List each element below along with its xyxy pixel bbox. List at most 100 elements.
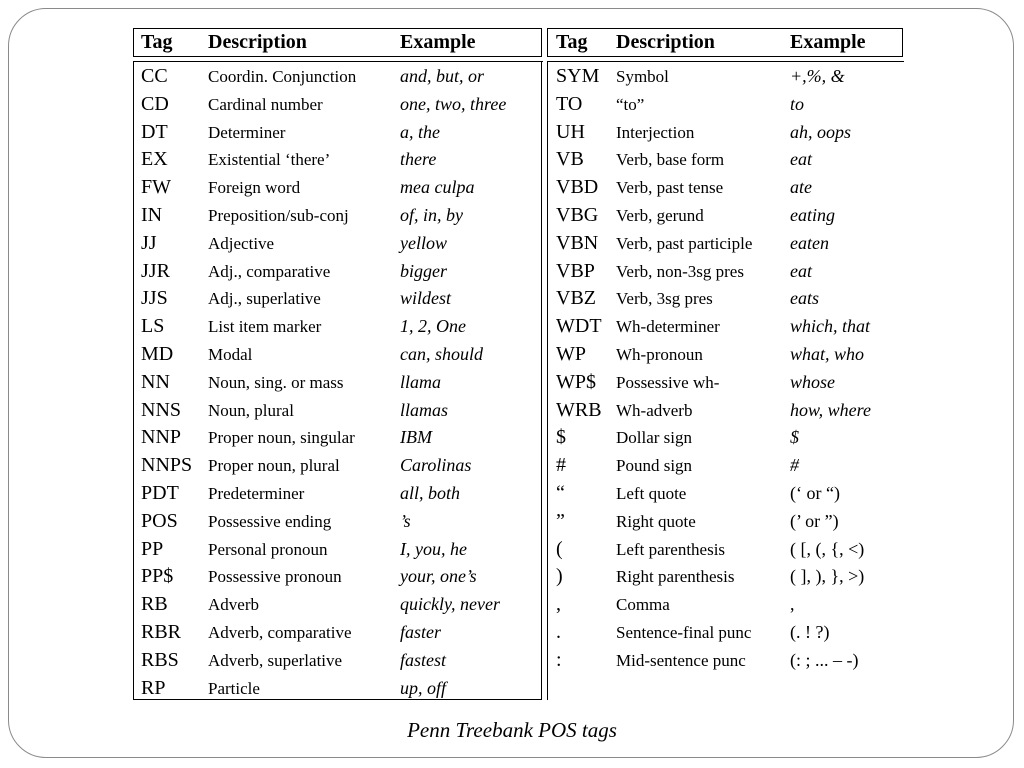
cell-example: your, one’s: [400, 566, 477, 587]
cell-description: Interjection: [616, 122, 695, 142]
cell-tag: WP: [556, 342, 586, 365]
cell-tag: (: [556, 537, 563, 560]
table-row: LS List item marker 1, 2, One: [134, 313, 541, 341]
cell-description: Mid-sentence punc: [616, 650, 746, 670]
cell-example: llama: [400, 371, 442, 392]
cell-example: ah, oops: [790, 121, 852, 142]
cell-tag: WRB: [556, 398, 602, 421]
table-row: NNS Noun, plural llamas: [134, 397, 541, 425]
cell-tag: VBN: [556, 231, 599, 254]
cell-example: IBM: [400, 427, 432, 448]
table-row: CD Cardinal number one, two, three: [134, 91, 541, 119]
cell-description: Determiner: [208, 122, 286, 142]
table-row: IN Preposition/sub-conj of, in, by: [134, 202, 541, 230]
cell-example: all, both: [400, 482, 461, 503]
cell-description: Adj., comparative: [208, 261, 331, 281]
cell-tag: IN: [141, 203, 163, 226]
cell-description: Right quote: [616, 511, 696, 531]
cell-example: yellow: [400, 232, 447, 253]
table-header-left: Tag Description Example: [133, 28, 542, 57]
header-description: Description: [616, 31, 715, 53]
cell-example: which, that: [790, 316, 870, 337]
cell-example: can, should: [400, 343, 483, 364]
table-row: JJS Adj., superlative wildest: [134, 285, 541, 313]
cell-tag: NNS: [141, 398, 182, 421]
table-row: $ Dollar sign $: [548, 424, 903, 452]
header-example: Example: [400, 31, 476, 53]
table-row: RB Adverb quickly, never: [134, 591, 541, 619]
table-row: RP Particle up, off: [134, 675, 541, 703]
cell-tag: LS: [141, 315, 165, 338]
table-row: WDT Wh-determiner which, that: [548, 313, 903, 341]
cell-example: wildest: [400, 288, 452, 309]
cell-tag: RB: [141, 593, 168, 616]
table-row: VBG Verb, gerund eating: [548, 202, 903, 230]
cell-description: Possessive ending: [208, 511, 332, 531]
table-row: ) Right parenthesis ( ], ), }, >): [548, 563, 903, 591]
cell-example: fastest: [400, 649, 447, 670]
table-row: WRB Wh-adverb how, where: [548, 397, 903, 425]
cell-description: Proper noun, singular: [208, 428, 355, 448]
cell-example: ate: [790, 177, 812, 198]
cell-example: there: [400, 149, 437, 170]
cell-description: Verb, non-3sg pres: [616, 261, 744, 281]
slide-caption: Penn Treebank POS tags: [407, 718, 617, 742]
cell-example: ,: [790, 594, 795, 615]
cell-example: ’s: [400, 510, 411, 531]
header-example: Example: [790, 31, 866, 53]
cell-tag: NNPS: [141, 454, 193, 477]
header-tag: Tag: [556, 31, 588, 53]
cell-example: bigger: [400, 260, 447, 281]
cell-example: quickly, never: [400, 594, 500, 615]
cell-tag: JJ: [141, 231, 157, 254]
table-row: “ Left quote (‘ or “): [548, 480, 903, 508]
cell-tag: WP$: [556, 370, 596, 393]
cell-description: Adverb, superlative: [208, 650, 343, 670]
cell-tag: VBD: [556, 176, 599, 199]
cell-description: Possessive pronoun: [208, 567, 342, 587]
table-row: , Comma,: [548, 591, 903, 619]
cell-tag: NN: [141, 370, 170, 393]
table-row: . Sentence-final punc (. ! ?): [548, 619, 903, 647]
table-row: WP$ Possessive wh-whose: [548, 369, 903, 397]
cell-description: Adj., superlative: [208, 289, 321, 309]
cell-example: whose: [790, 371, 835, 392]
table-row: VBD Verb, past tense ate: [548, 174, 903, 202]
cell-description: Right parenthesis: [616, 567, 735, 587]
cell-tag: VBP: [556, 259, 595, 282]
table-row: NN Noun, sing. or mass llama: [134, 369, 541, 397]
cell-example: $: [790, 427, 799, 448]
table-row: JJ Adjective yellow: [134, 230, 541, 258]
cell-example: one, two, three: [400, 93, 507, 114]
cell-tag: VBZ: [556, 287, 596, 310]
table-row: DT Determiner a, the: [134, 119, 541, 147]
cell-tag: NNP: [141, 426, 182, 449]
header-description: Description: [208, 31, 307, 53]
cell-description: Verb, past tense: [616, 178, 724, 198]
cell-example: 1, 2, One: [400, 316, 466, 337]
cell-description: List item marker: [208, 317, 322, 337]
cell-example: #: [790, 455, 799, 476]
table-row: TO “to” to: [548, 91, 903, 119]
table-row: UH Interjection ah, oops: [548, 119, 903, 147]
table-row: MD Modal can, should: [134, 341, 541, 369]
table-row: WP Wh-pronoun what, who: [548, 341, 903, 369]
cell-example: Carolinas: [400, 455, 472, 476]
cell-description: Existential ‘there’: [208, 150, 331, 170]
cell-tag: POS: [141, 509, 178, 532]
cell-tag: CD: [141, 92, 169, 115]
cell-description: Wh-pronoun: [616, 344, 703, 364]
cell-example: ( ], ), }, >): [790, 566, 865, 587]
cell-description: Proper noun, plural: [208, 456, 340, 476]
cell-tag: MD: [141, 342, 174, 365]
cell-description: Verb, 3sg pres: [616, 289, 713, 309]
cell-example: eat: [790, 260, 812, 281]
cell-example: of, in, by: [400, 204, 463, 225]
table-row: RBR Adverb, comparative faster: [134, 619, 541, 647]
cell-example: eating: [790, 204, 835, 225]
cell-example: eat: [790, 149, 812, 170]
cell-description: Adverb: [208, 595, 259, 615]
cell-tag: CC: [141, 65, 168, 87]
cell-description: Cardinal number: [208, 94, 323, 114]
right-rows: SYM Symbol +,%, & TO “to” to UH Interjection ah,…: [548, 63, 903, 675]
